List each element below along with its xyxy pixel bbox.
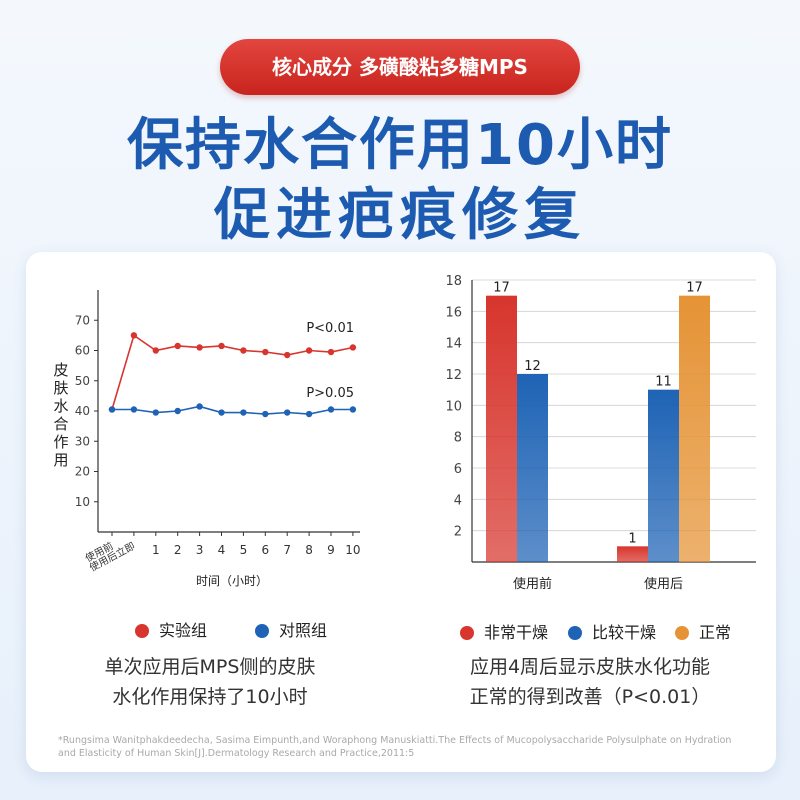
reference-footnote: *Rungsima Wanitphakdeedecha, Sasima Eimp… xyxy=(58,735,732,759)
y-tick-label: 8 xyxy=(454,431,462,446)
y-tick-label: 4 xyxy=(454,493,462,508)
x-tick-label: 2 xyxy=(174,543,182,557)
line-chart-ylabel: 皮肤水合作用 xyxy=(53,361,68,469)
data-point xyxy=(218,342,225,350)
line-chart-annotation-2: P>0.05 xyxy=(306,386,354,401)
x-tick-label: 8 xyxy=(305,543,313,557)
right-caption: 应用4周后显示皮肤水化功能 正常的得到改善（P<0.01） xyxy=(469,656,711,708)
blue-dot-icon xyxy=(568,626,582,640)
blue-dot-icon xyxy=(255,624,269,638)
x-tick-label: 7 xyxy=(283,543,291,557)
data-point xyxy=(240,347,247,354)
x-tick-label: 3 xyxy=(196,543,204,557)
legend-item-normal: 正常 xyxy=(675,619,731,643)
data-point xyxy=(327,406,335,413)
y-tick-label: 14 xyxy=(445,337,462,352)
x-tick-label: 9 xyxy=(327,543,335,557)
data-point xyxy=(327,348,335,356)
bar xyxy=(486,295,517,562)
y-tick-label: 20 xyxy=(75,465,90,479)
series-line-0 xyxy=(111,334,354,410)
y-tick-label: 10 xyxy=(75,495,90,509)
legend-item-fairly-dry: 比较干燥 xyxy=(568,619,656,643)
line-chart-xlabel: 时间（小时） xyxy=(196,574,268,588)
bar xyxy=(648,389,679,562)
data-point xyxy=(196,344,203,351)
bar-value-label: 11 xyxy=(655,375,672,390)
y-tick-label: 10 xyxy=(445,399,462,414)
legend-item-control: 对照组 xyxy=(255,617,327,641)
data-point xyxy=(349,406,357,413)
data-point xyxy=(305,347,313,354)
data-point xyxy=(262,410,269,418)
data-point xyxy=(130,332,138,339)
data-point xyxy=(152,409,159,416)
data-point xyxy=(349,344,357,351)
data-point xyxy=(240,409,247,416)
bar xyxy=(517,374,548,562)
x-tick-label: 6 xyxy=(261,543,269,557)
x-tick-label: 5 xyxy=(240,543,248,557)
y-tick-label: 40 xyxy=(75,404,90,418)
data-point xyxy=(284,409,291,416)
legend-item-very-dry: 非常干燥 xyxy=(460,619,548,643)
data-point xyxy=(130,406,138,413)
data-point xyxy=(174,342,181,350)
bar-value-label: 17 xyxy=(686,281,703,296)
y-tick-label: 50 xyxy=(75,374,90,388)
category-label: 使用前 xyxy=(513,576,552,592)
bar xyxy=(617,546,648,562)
headline-line-2: 促进疤痕修复 xyxy=(214,183,586,248)
x-tick-label: 4 xyxy=(218,543,226,557)
data-point xyxy=(196,403,203,410)
bar-value-label: 12 xyxy=(524,359,541,374)
legend-item-experimental: 实验组 xyxy=(135,617,207,641)
y-tick-label: 6 xyxy=(454,462,462,477)
data-point xyxy=(305,410,313,418)
y-tick-label: 60 xyxy=(75,344,90,358)
data-point xyxy=(284,351,291,359)
data-point xyxy=(218,409,225,416)
left-caption: 单次应用后MPS侧的皮肤 水化作用保持了10小时 xyxy=(104,656,316,708)
bar-value-label: 1 xyxy=(628,531,636,546)
orange-dot-icon xyxy=(675,626,689,640)
y-tick-label: 12 xyxy=(445,368,462,383)
y-tick-label: 70 xyxy=(75,313,90,327)
line-chart-annotation-1: P<0.01 xyxy=(306,321,354,336)
bar-value-label: 17 xyxy=(493,281,510,296)
data-point xyxy=(108,406,116,413)
y-tick-label: 16 xyxy=(445,305,462,320)
y-tick-label: 18 xyxy=(445,274,462,289)
y-tick-label: 30 xyxy=(75,434,90,448)
bar xyxy=(679,295,710,562)
x-tick-label: 1 xyxy=(152,543,160,557)
headline-line-1: 保持水合作用10小时 xyxy=(127,113,673,178)
data-point xyxy=(152,347,159,354)
x-tick-label: 10 xyxy=(345,543,360,557)
category-label: 使用后 xyxy=(644,576,683,592)
data-point xyxy=(174,407,181,415)
y-tick-label: 2 xyxy=(454,525,462,540)
core-ingredient-badge: 核心成分 多磺酸粘多糖MPS xyxy=(220,39,580,95)
data-point xyxy=(262,348,269,356)
red-dot-icon xyxy=(135,624,149,638)
red-dot-icon xyxy=(460,626,474,640)
series-line-1 xyxy=(112,405,353,415)
